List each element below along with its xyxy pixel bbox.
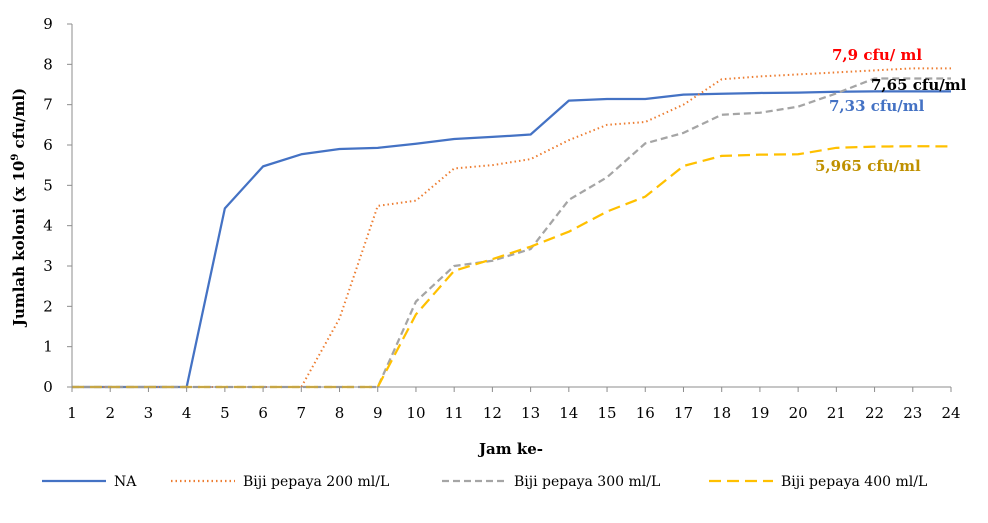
legend-label-1: NA: [114, 474, 137, 490]
x-tick-label: 22: [865, 404, 884, 422]
legend-label-4: Biji pepaya 400 ml/L: [781, 474, 927, 490]
series-line-2: [72, 67, 951, 388]
x-tick-label: 12: [483, 404, 502, 422]
x-tick-label: 10: [406, 404, 425, 422]
y-tick-label: 4: [43, 217, 53, 235]
x-tick-label: 21: [827, 404, 846, 422]
value-annotations: 7,9 cfu/ ml 7,65 cfu/ml 7,33 cfu/ml 5,96…: [815, 46, 967, 175]
y-axis-title-part-2: cfu/ml): [10, 88, 28, 154]
y-axis-ticks: 0 1 2 3 4 5 6 7 8 9: [43, 15, 72, 396]
x-tick-label: 23: [903, 404, 922, 422]
series-line-4: [72, 145, 952, 389]
x-tick-label: 19: [750, 404, 769, 422]
y-tick-label: 2: [43, 297, 53, 315]
x-axis-ticks: 1 2 3 4 5 6 7 8 9 10 11 12 13 14 15 16 17 18 19 20 21 22 23 24: [67, 387, 961, 422]
legend: NA Biji pepaya 200 ml/L Biji pepaya 300 ml…: [42, 474, 927, 490]
series-line-1: [72, 90, 951, 389]
x-tick-label: 24: [941, 404, 960, 422]
y-tick-label: 7: [43, 96, 53, 114]
x-tick-label: 5: [220, 404, 230, 422]
y-tick-label: 3: [43, 257, 53, 275]
y-tick-label: 6: [43, 136, 53, 154]
x-tick-label: 1: [67, 404, 77, 422]
x-tick-label: 17: [674, 404, 693, 422]
y-tick-label: 8: [43, 55, 53, 73]
plot-lines: [72, 67, 952, 389]
x-tick-label: 15: [597, 404, 616, 422]
series-line-3: [72, 77, 951, 389]
x-tick-label: 18: [712, 404, 731, 422]
x-axis-title: Jam ke-: [477, 440, 543, 458]
x-tick-label: 8: [335, 404, 345, 422]
x-tick-label: 20: [789, 404, 808, 422]
y-tick-label: 9: [43, 15, 53, 33]
x-tick-label: 2: [105, 404, 115, 422]
x-tick-label: 4: [182, 404, 192, 422]
x-tick-label: 7: [297, 404, 307, 422]
annotation-na: 7,33 cfu/ml: [829, 97, 925, 115]
x-tick-label: 13: [521, 404, 540, 422]
annotation-200: 7,9 cfu/ ml: [832, 46, 922, 64]
y-axis-title: Jumlah koloni (x 109 cfu/ml): [10, 88, 28, 328]
x-tick-label: 9: [373, 404, 383, 422]
x-tick-label: 14: [559, 404, 578, 422]
y-axis-title-part-1: Jumlah koloni (x 10: [10, 161, 28, 328]
x-tick-label: 11: [445, 404, 464, 422]
legend-label-3: Biji pepaya 300 ml/L: [514, 474, 660, 490]
x-tick-label: 6: [258, 404, 268, 422]
x-tick-label: 3: [144, 404, 154, 422]
y-tick-label: 1: [43, 338, 53, 356]
legend-label-2: Biji pepaya 200 ml/L: [243, 474, 389, 490]
y-tick-label: 5: [43, 176, 53, 194]
annotation-300: 7,65 cfu/ml: [871, 76, 967, 94]
y-axis-title-exponent: 9: [10, 154, 21, 161]
x-tick-label: 16: [636, 404, 655, 422]
y-tick-label: 0: [43, 378, 53, 396]
annotation-400: 5,965 cfu/ml: [815, 157, 921, 175]
